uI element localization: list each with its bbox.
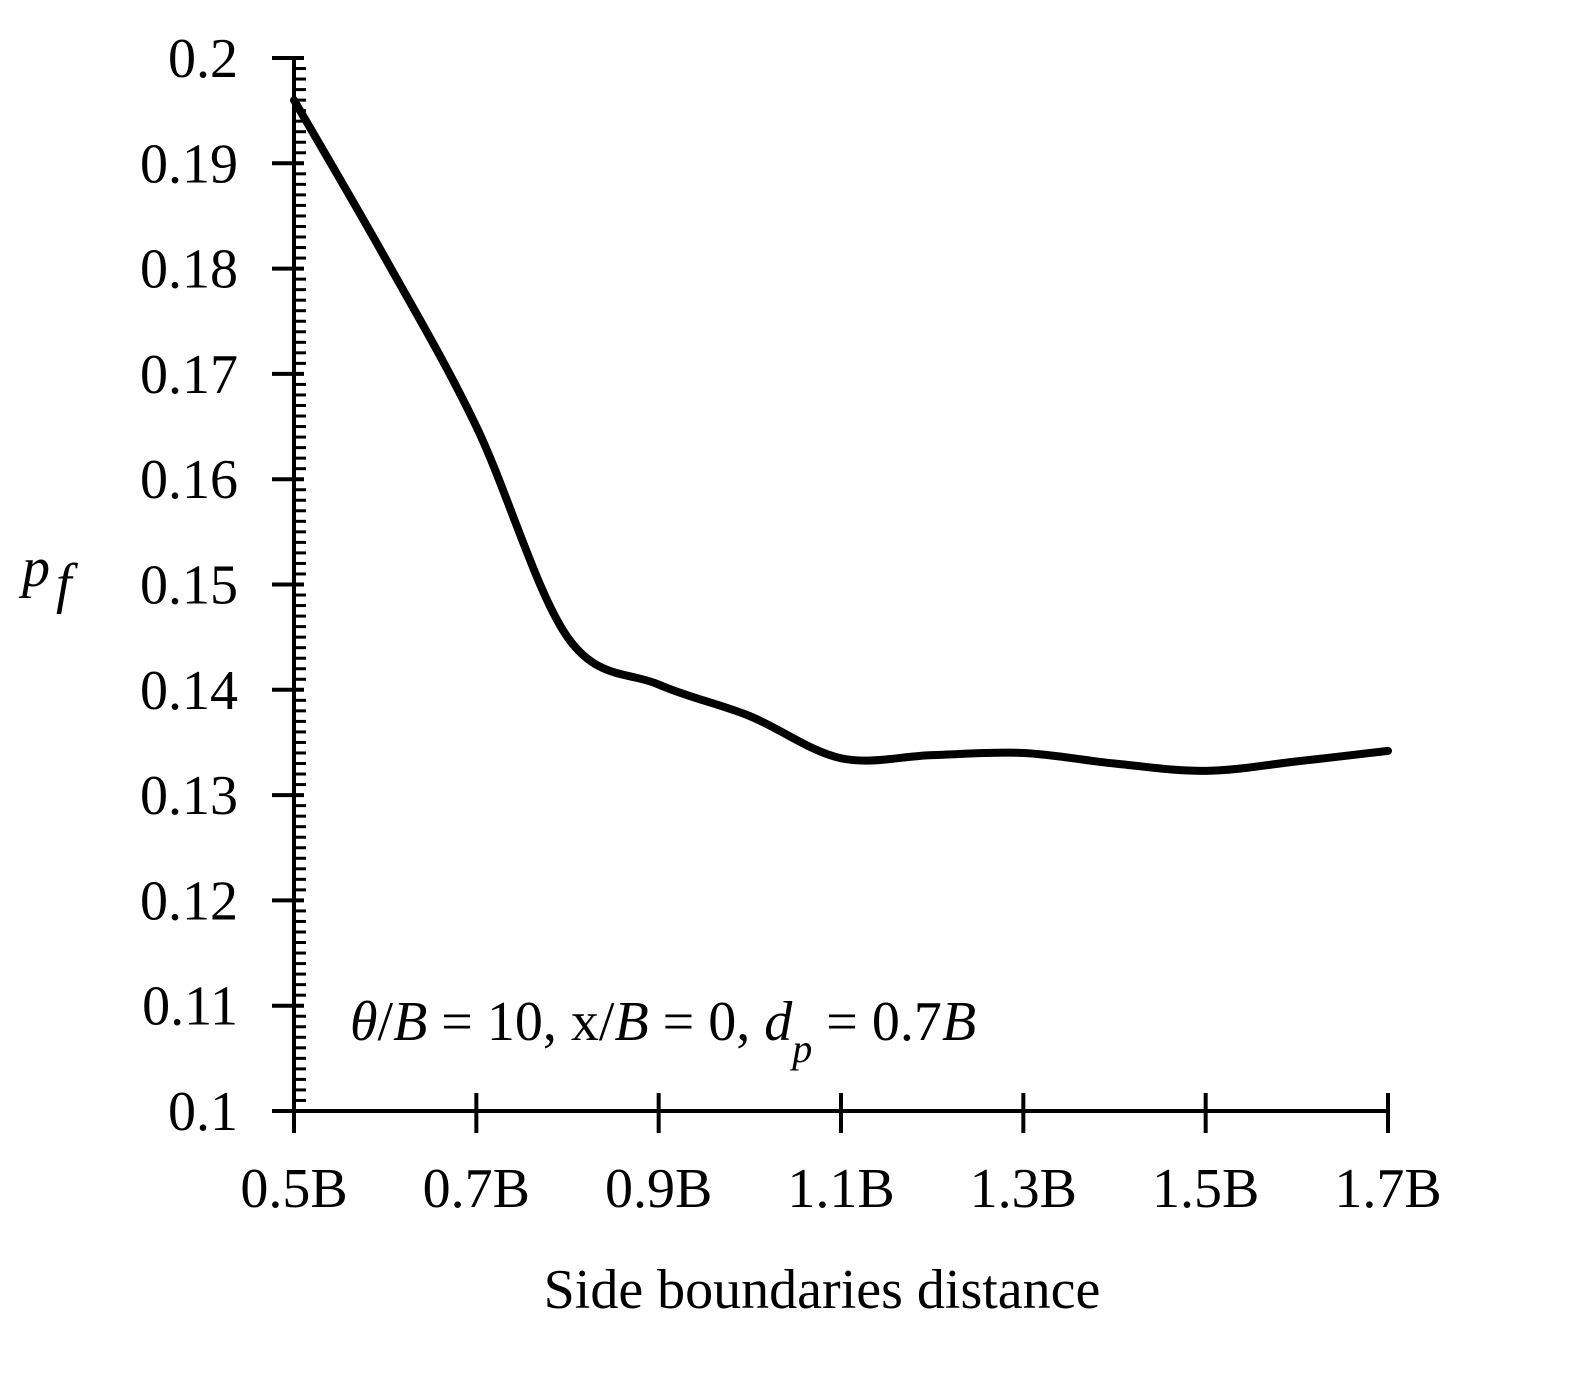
annotation-part: p <box>789 1026 812 1071</box>
x-tick-label: 1.7B <box>1334 1158 1441 1220</box>
y-tick-label: 0.17 <box>140 344 238 406</box>
annotation-part: / <box>378 991 394 1053</box>
parameters-annotation: θ/B = 10, x/B = 0, dp = 0.7B <box>350 991 976 1071</box>
y-axis <box>272 56 304 1113</box>
annotation-part: d <box>764 991 793 1053</box>
x-axis-title: Side boundaries distance <box>544 1259 1101 1321</box>
y-tick-label: 0.16 <box>140 449 238 511</box>
x-axis <box>272 1093 1390 1133</box>
y-axis-title-subscript: f <box>56 553 79 615</box>
annotation-part: = 10, x/ <box>427 991 615 1053</box>
x-tick-label: 0.7B <box>423 1158 530 1220</box>
y-tick-label: 0.1 <box>168 1081 238 1143</box>
x-tick-label: 1.1B <box>787 1158 894 1220</box>
y-tick-label: 0.12 <box>140 870 238 932</box>
series-line <box>290 96 1392 775</box>
x-tick-label: 1.3B <box>970 1158 1077 1220</box>
annotation-part: B <box>393 991 427 1053</box>
y-tick-label: 0.18 <box>140 239 238 301</box>
annotation-part: = 0.7 <box>812 991 942 1053</box>
annotation-part: B <box>942 991 976 1053</box>
annotation-part: B <box>614 991 648 1053</box>
x-tick-label: 1.5B <box>1152 1158 1259 1220</box>
y-tick-label: 0.11 <box>142 976 238 1038</box>
y-tick-labels: 0.1 0.11 0.12 0.13 0.14 0.15 0.16 0.17 0.18 0.19 0… <box>140 28 238 1143</box>
y-minor-ticks <box>294 67 306 1102</box>
y-tick-label: 0.14 <box>140 660 238 722</box>
x-tick-label: 0.5B <box>240 1158 347 1220</box>
y-tick-label: 0.13 <box>140 765 238 827</box>
y-tick-label: 0.15 <box>140 555 238 617</box>
y-tick-label: 0.19 <box>140 133 238 195</box>
x-tick-labels: 0.5B 0.7B 0.9B 1.1B 1.3B 1.5B 1.7B <box>240 1158 1441 1220</box>
y-tick-label: 0.2 <box>168 28 238 90</box>
x-tick-label: 0.9B <box>605 1158 712 1220</box>
annotation-part: θ <box>350 991 378 1053</box>
y-axis-title-base: p <box>18 537 50 599</box>
series-layer <box>290 96 1392 775</box>
annotation-part: = 0, <box>649 991 765 1053</box>
